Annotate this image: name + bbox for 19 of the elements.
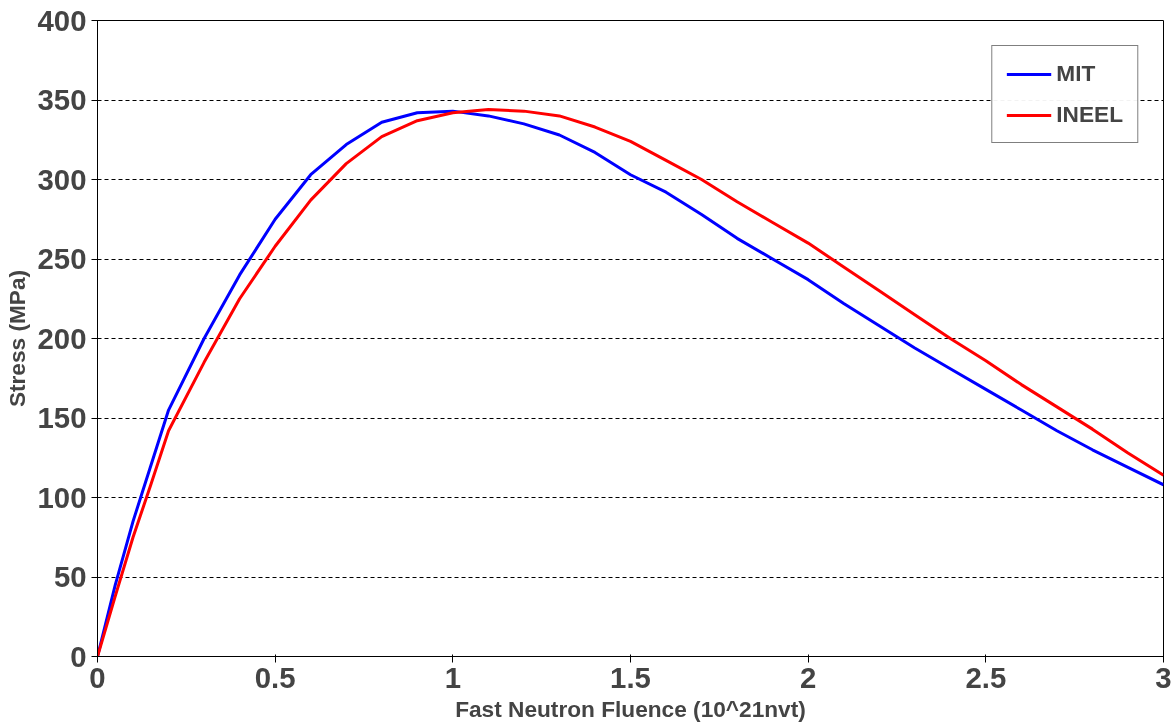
y-tick-label: 100 (37, 480, 87, 514)
y-tick-label: 0 (70, 639, 87, 673)
legend-label: INEEL (1056, 101, 1123, 128)
x-tick-label: 0.5 (254, 660, 296, 694)
x-tick-label: 3 (1155, 660, 1172, 694)
y-tick-label: 350 (37, 83, 87, 116)
y-tick-label: 50 (53, 560, 87, 593)
y-tick-label: 250 (37, 242, 87, 275)
legend-label: MIT (1056, 60, 1096, 87)
y-tick-label: 400 (37, 3, 87, 37)
x-tick-label: 2.5 (965, 660, 1007, 694)
x-axis-title: Fast Neutron Fluence (10^21nvt) (455, 695, 806, 722)
y-tick-label: 300 (37, 162, 87, 196)
y-tick-label: 150 (37, 401, 87, 434)
y-axis-title: Stress (MPa) (3, 269, 30, 408)
x-tick-label: 1 (444, 660, 461, 694)
y-tick-label: 200 (37, 321, 87, 355)
x-tick-label: 2 (800, 660, 817, 694)
x-tick-label: 1.5 (610, 660, 651, 694)
